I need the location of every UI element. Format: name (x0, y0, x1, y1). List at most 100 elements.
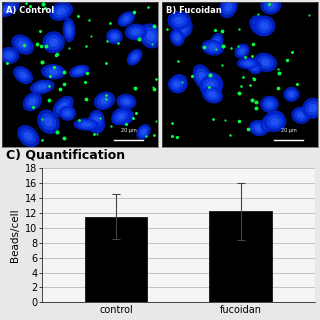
Ellipse shape (249, 120, 268, 136)
Ellipse shape (254, 53, 277, 72)
Ellipse shape (260, 22, 269, 30)
Ellipse shape (240, 59, 256, 68)
Ellipse shape (61, 108, 74, 118)
Ellipse shape (246, 59, 262, 74)
Ellipse shape (172, 77, 185, 91)
Ellipse shape (263, 112, 286, 132)
Ellipse shape (173, 19, 193, 39)
Ellipse shape (65, 21, 74, 38)
Ellipse shape (209, 33, 223, 52)
Ellipse shape (40, 113, 56, 130)
Ellipse shape (67, 25, 72, 35)
Ellipse shape (270, 118, 279, 126)
Ellipse shape (213, 39, 219, 46)
Ellipse shape (173, 81, 180, 88)
Ellipse shape (53, 96, 74, 117)
Ellipse shape (205, 89, 220, 101)
Ellipse shape (49, 2, 73, 21)
Ellipse shape (136, 124, 151, 140)
Ellipse shape (46, 35, 61, 50)
Text: A) Control: A) Control (6, 6, 54, 15)
Ellipse shape (267, 110, 285, 127)
Ellipse shape (120, 14, 132, 24)
Ellipse shape (260, 114, 277, 132)
Ellipse shape (37, 109, 60, 134)
Ellipse shape (24, 132, 33, 141)
Text: 20 μm: 20 μm (281, 128, 297, 132)
Ellipse shape (97, 94, 112, 107)
Ellipse shape (13, 66, 33, 84)
Ellipse shape (63, 18, 75, 42)
Ellipse shape (0, 3, 16, 15)
Ellipse shape (171, 78, 183, 90)
Ellipse shape (0, 0, 20, 18)
Ellipse shape (207, 80, 216, 90)
Ellipse shape (94, 92, 115, 110)
Ellipse shape (266, 101, 273, 108)
Ellipse shape (171, 14, 188, 27)
Ellipse shape (125, 24, 147, 40)
Text: 20 μm: 20 μm (121, 128, 137, 132)
Ellipse shape (106, 29, 123, 44)
Ellipse shape (170, 29, 185, 46)
Ellipse shape (202, 86, 223, 103)
Ellipse shape (256, 21, 265, 30)
Ellipse shape (206, 82, 215, 91)
Ellipse shape (19, 71, 27, 79)
Ellipse shape (34, 82, 51, 92)
Ellipse shape (208, 44, 217, 51)
Ellipse shape (249, 61, 260, 72)
Ellipse shape (37, 84, 47, 90)
Ellipse shape (20, 128, 36, 144)
Ellipse shape (17, 125, 39, 147)
Ellipse shape (260, 0, 281, 14)
Ellipse shape (167, 11, 191, 30)
Ellipse shape (251, 63, 257, 69)
Ellipse shape (263, 117, 275, 130)
Ellipse shape (69, 65, 89, 78)
Ellipse shape (117, 11, 135, 27)
Ellipse shape (212, 36, 221, 49)
Ellipse shape (176, 21, 190, 36)
Ellipse shape (255, 125, 262, 132)
Ellipse shape (23, 92, 42, 111)
Ellipse shape (203, 78, 218, 94)
Bar (85, 217, 147, 302)
Text: B) Fucoidan: B) Fucoidan (166, 6, 222, 15)
Ellipse shape (175, 80, 182, 88)
Ellipse shape (77, 120, 95, 129)
Ellipse shape (138, 126, 148, 137)
Ellipse shape (128, 26, 144, 38)
Ellipse shape (249, 15, 271, 36)
Ellipse shape (294, 109, 308, 121)
Ellipse shape (139, 23, 162, 49)
Ellipse shape (0, 47, 19, 64)
Ellipse shape (18, 41, 27, 49)
Ellipse shape (132, 54, 138, 60)
Ellipse shape (305, 101, 320, 116)
Ellipse shape (56, 8, 66, 15)
Ellipse shape (244, 61, 252, 66)
Ellipse shape (93, 121, 100, 128)
Ellipse shape (5, 52, 13, 59)
Ellipse shape (258, 56, 274, 69)
Ellipse shape (205, 42, 220, 53)
Ellipse shape (170, 74, 188, 93)
Ellipse shape (219, 0, 238, 18)
Ellipse shape (88, 110, 105, 131)
Ellipse shape (198, 72, 206, 82)
Ellipse shape (267, 1, 275, 9)
Ellipse shape (56, 99, 70, 114)
Ellipse shape (93, 116, 100, 125)
Ellipse shape (75, 68, 83, 74)
Ellipse shape (111, 108, 131, 125)
Ellipse shape (127, 49, 142, 66)
Ellipse shape (123, 16, 130, 22)
Ellipse shape (196, 68, 209, 85)
Ellipse shape (208, 91, 217, 98)
Ellipse shape (260, 96, 279, 113)
Ellipse shape (308, 104, 317, 113)
Ellipse shape (53, 5, 69, 18)
Ellipse shape (49, 69, 58, 75)
Ellipse shape (292, 107, 311, 124)
